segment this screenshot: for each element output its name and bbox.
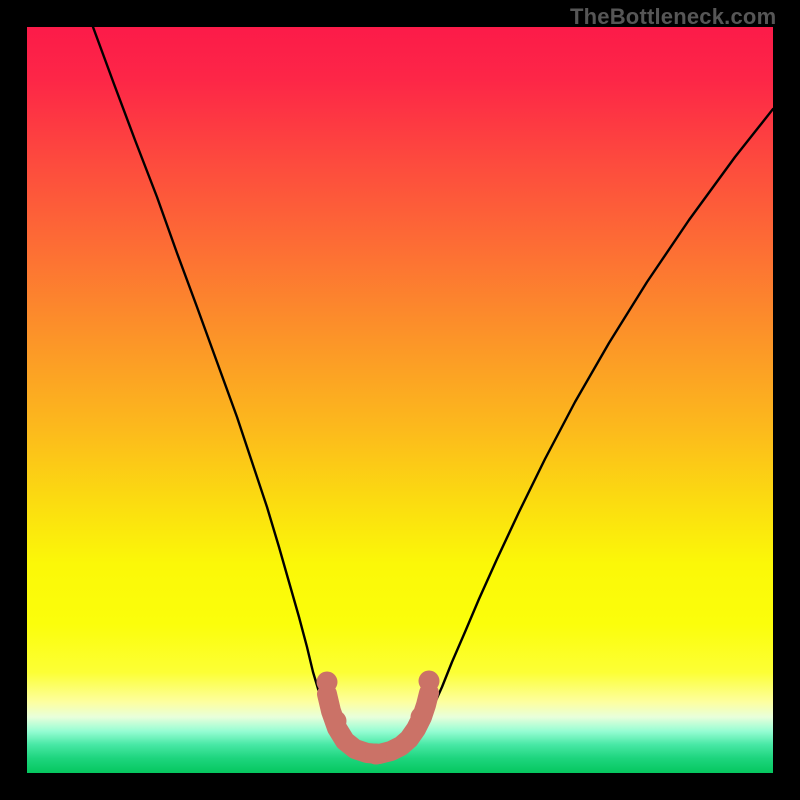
gradient-background — [27, 27, 773, 773]
bottleneck-chart — [27, 27, 773, 773]
chart-frame — [0, 0, 800, 800]
highlight-dot — [317, 672, 338, 693]
watermark-text: TheBottleneck.com — [570, 4, 776, 30]
highlight-dot — [326, 711, 347, 732]
highlight-dot — [366, 744, 387, 765]
watermark-label: TheBottleneck.com — [570, 4, 776, 29]
highlight-dot — [419, 671, 440, 692]
highlight-dot — [411, 707, 432, 728]
